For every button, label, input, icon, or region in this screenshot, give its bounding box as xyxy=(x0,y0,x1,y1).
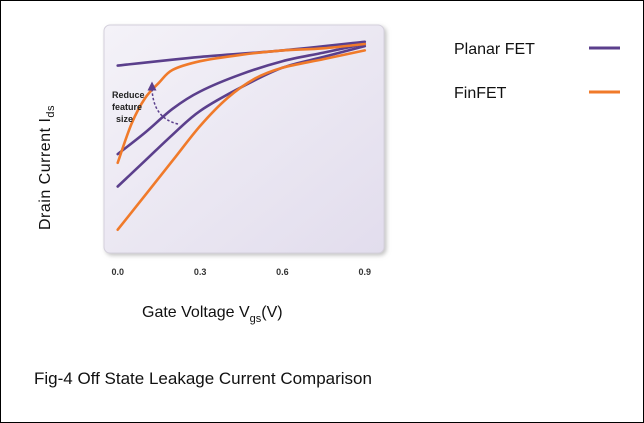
legend-label-planar-fet: Planar FET xyxy=(454,41,535,58)
x-tick-label: 0.0 xyxy=(111,267,124,277)
annotation-arrow xyxy=(147,81,179,125)
y-axis-label: Drain Current Ids xyxy=(37,105,57,230)
x-axis-label: Gate Voltage Vgs(V) xyxy=(142,304,283,325)
x-tick-label: 0.9 xyxy=(359,267,372,277)
planar-fet-curve-3 xyxy=(116,44,367,188)
legend-label-finfet: FinFET xyxy=(454,85,507,102)
planar-fet-curve-2 xyxy=(116,42,367,156)
figure-caption: Fig-4 Off State Leakage Current Comparis… xyxy=(34,369,372,388)
annotation-line-2: feature xyxy=(112,102,142,112)
annotation-line-1: Reduce xyxy=(112,90,145,100)
chart-curves xyxy=(116,40,367,231)
finfet-curve-1 xyxy=(116,42,367,165)
plot-area xyxy=(103,24,385,254)
annotation-line-3: size xyxy=(116,114,133,124)
reduce-feature-size-annotation: Reduce feature size xyxy=(112,81,179,125)
x-tick-label: 0.3 xyxy=(194,267,207,277)
legend: Planar FET FinFET xyxy=(454,41,620,102)
finfet-curve-2 xyxy=(116,49,367,231)
x-tick-label: 0.6 xyxy=(276,267,289,277)
x-tick-labels: 0.0 0.3 0.6 0.9 xyxy=(111,267,371,277)
